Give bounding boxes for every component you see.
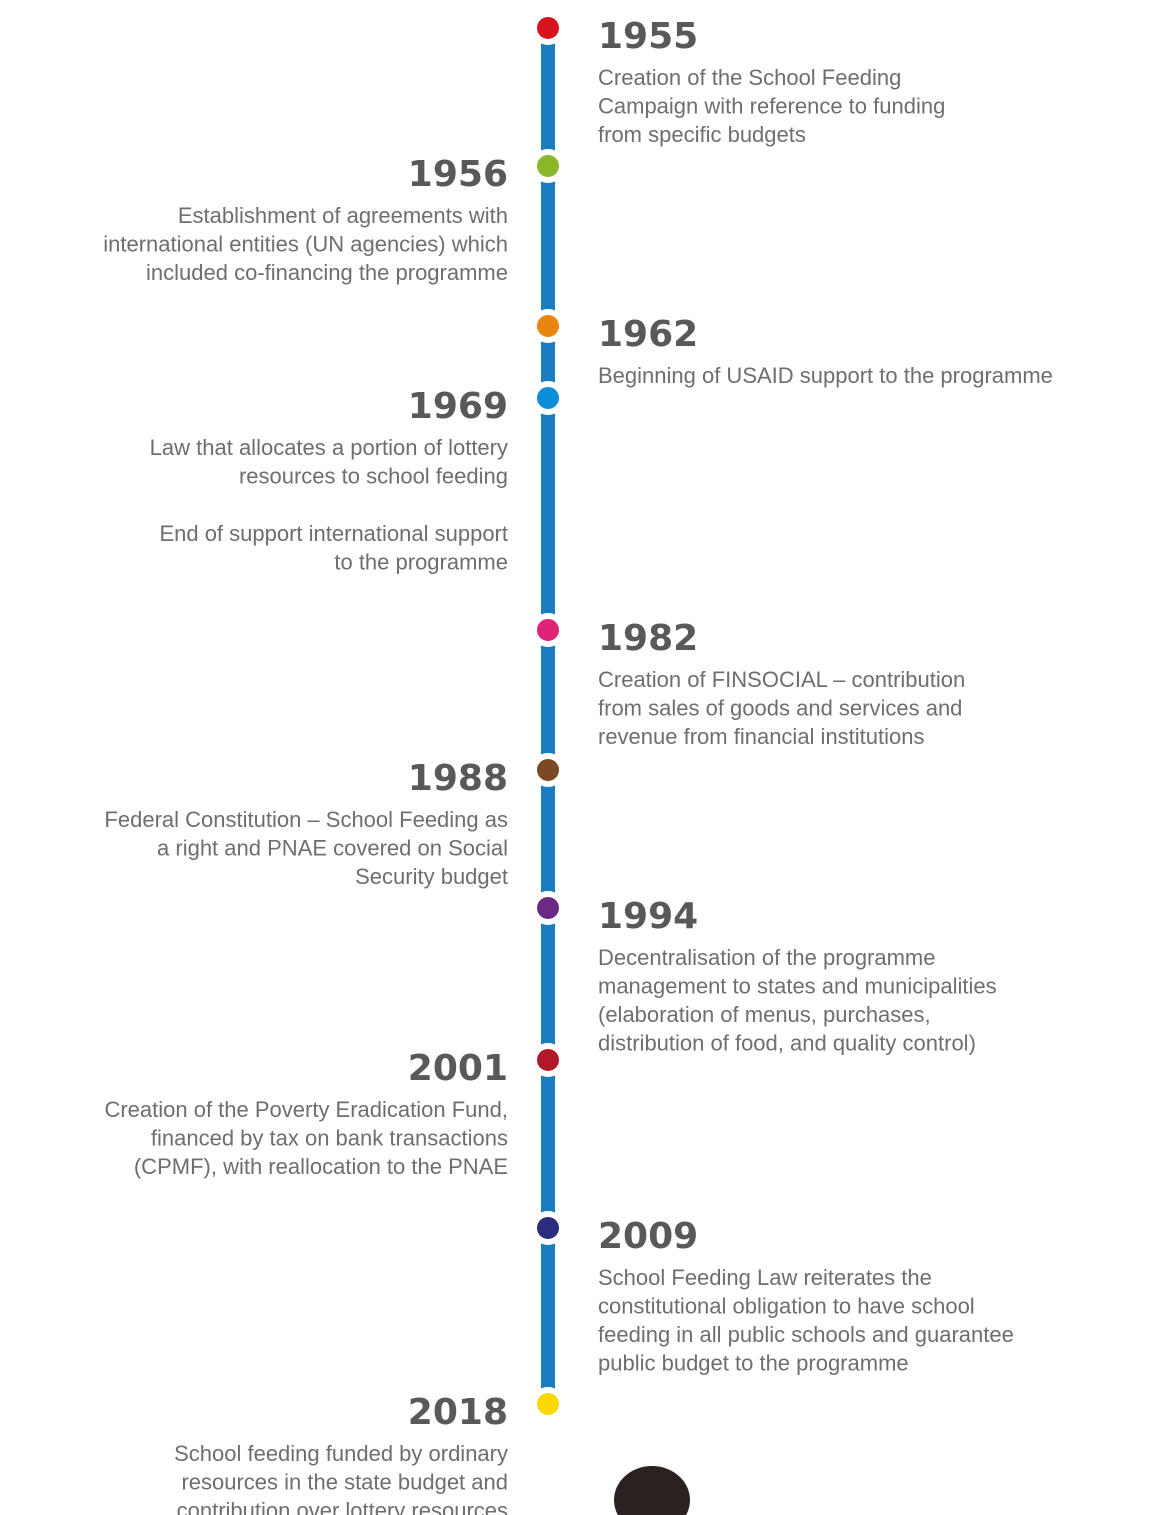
event-text: School Feeding Law reiterates the	[598, 1265, 932, 1290]
event-text: End of support international support	[159, 521, 508, 546]
event-text: revenue from financial institutions	[598, 724, 925, 749]
event-text: financed by tax on bank transactions	[151, 1126, 508, 1151]
event-text: (elaboration of menus, purchases,	[598, 1002, 931, 1027]
event-text: Creation of FINSOCIAL – contribution	[598, 667, 965, 692]
event-year: 2001	[408, 1048, 508, 1089]
timeline-dot	[534, 14, 562, 42]
event-year: 1969	[408, 386, 508, 427]
event-year: 1962	[598, 314, 698, 355]
timeline-dot	[534, 152, 562, 180]
event-text: (CPMF), with reallocation to the PNAE	[134, 1154, 508, 1179]
timeline: 1955 Creation of the School Feeding Campai…	[0, 0, 1163, 1515]
event-text: Decentralisation of the programme	[598, 945, 936, 970]
event-text: constitutional obligation to have school	[598, 1294, 975, 1319]
event-text: School feeding funded by ordinary	[174, 1441, 508, 1466]
event-text: included co-financing the programme	[146, 260, 508, 285]
timeline-dot	[534, 312, 562, 340]
event-text: Law that allocates a portion of lottery	[150, 435, 508, 460]
event-text: contribution over lottery resources	[177, 1498, 508, 1515]
event-year: 1955	[598, 16, 698, 57]
event-year: 2018	[408, 1392, 508, 1433]
event-text: feeding in all public schools and guaran…	[598, 1322, 1014, 1347]
event-year: 2009	[598, 1216, 698, 1257]
event-year: 1994	[598, 896, 698, 937]
timeline-dot	[534, 1214, 562, 1242]
event-text: Creation of the School Feeding	[598, 65, 901, 90]
timeline-dot	[534, 384, 562, 412]
event-text: international entities (UN agencies) whi…	[103, 232, 508, 257]
event-text: Establishment of agreements with	[178, 203, 508, 228]
event-text: from specific budgets	[598, 122, 806, 147]
event-text: distribution of food, and quality contro…	[598, 1031, 976, 1056]
event-text: to the programme	[334, 550, 508, 575]
timeline-dot	[534, 616, 562, 644]
event-year: 1988	[408, 758, 508, 799]
event-text: resources in the state budget and	[181, 1470, 508, 1495]
event-year: 1982	[598, 618, 698, 659]
timeline-dot	[534, 1390, 562, 1418]
event-text: Federal Constitution – School Feeding as	[104, 807, 508, 832]
event-text: management to states and municipalities	[598, 974, 997, 999]
event-text: public budget to the programme	[598, 1351, 909, 1376]
event-text: Security budget	[355, 864, 508, 889]
event-text: Creation of the Poverty Eradication Fund…	[104, 1097, 508, 1122]
timeline-dot	[534, 1046, 562, 1074]
event-text: from sales of goods and services and	[598, 696, 962, 721]
event-text: resources to school feeding	[239, 464, 508, 489]
timeline-dot	[534, 756, 562, 784]
event-text: Campaign with reference to funding	[598, 94, 945, 119]
event-text: Beginning of USAID support to the progra…	[598, 363, 1053, 388]
event-year: 1956	[408, 154, 508, 195]
event-text: a right and PNAE covered on Social	[157, 836, 508, 861]
photo-fragment	[614, 1466, 690, 1515]
timeline-dot	[534, 894, 562, 922]
